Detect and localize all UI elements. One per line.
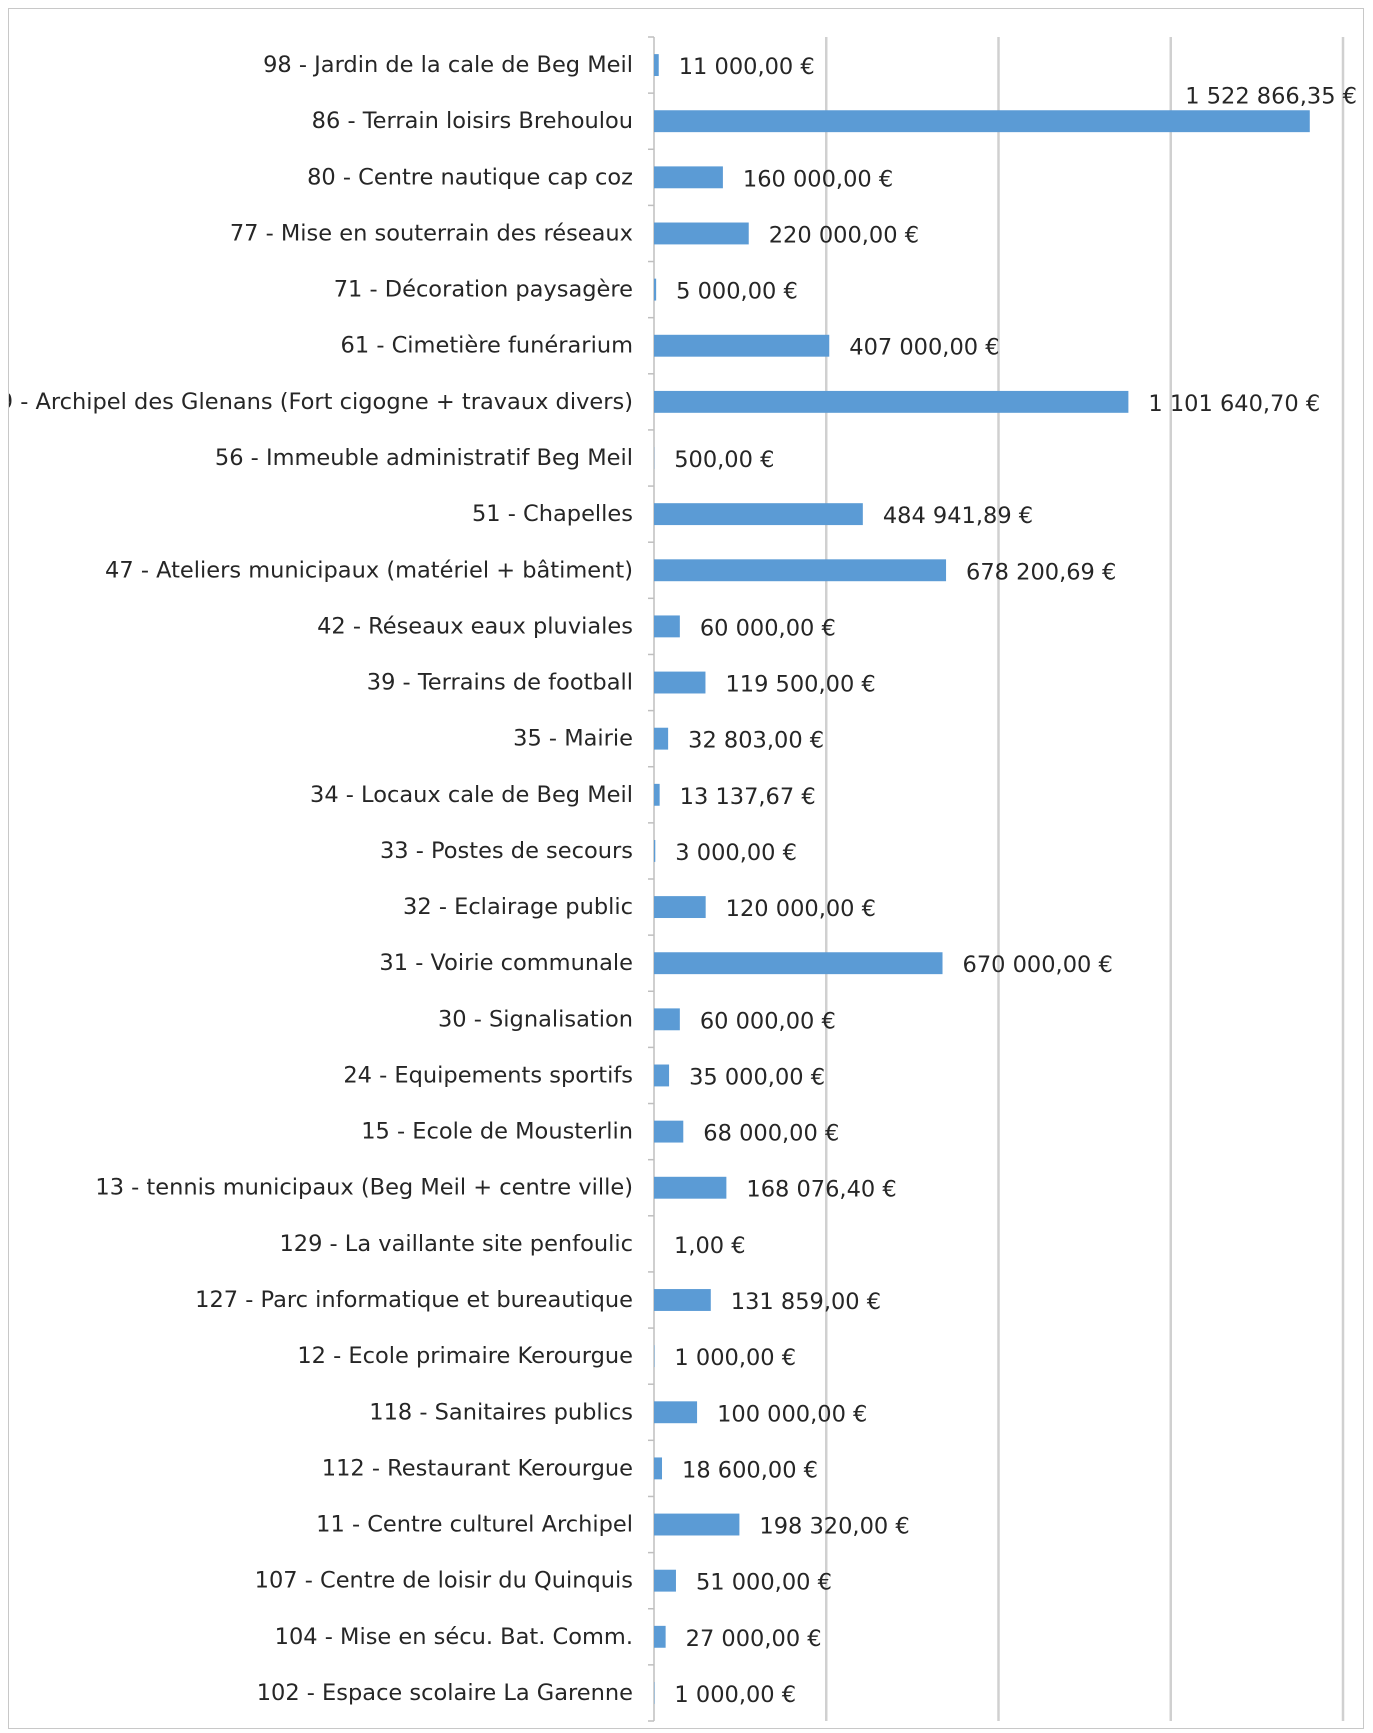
bar-chart: 98 - Jardin de la cale de Beg Meil 86 - T… — [9, 36, 1357, 1722]
category-label: 71 - Décoration paysagère — [334, 277, 633, 303]
data-label: 1 000,00 € — [674, 1682, 796, 1708]
data-label: 18 600,00 € — [682, 1457, 818, 1483]
data-label: 120 000,00 € — [726, 896, 876, 922]
data-label: 51 000,00 € — [696, 1570, 832, 1596]
data-label: 11 000,00 € — [679, 54, 815, 80]
category-label: 104 - Mise en sécu. Bat. Comm. — [275, 1624, 633, 1650]
bar — [654, 1457, 663, 1480]
bar — [654, 1176, 727, 1199]
bar — [654, 839, 656, 862]
bar — [654, 110, 1310, 133]
bar — [654, 1569, 676, 1592]
data-label: 13 137,67 € — [680, 784, 816, 810]
bars — [654, 54, 1310, 1704]
category-label: 102 - Espace scolaire La Garenne — [257, 1680, 633, 1706]
data-label: 100 000,00 € — [717, 1401, 867, 1427]
bar — [654, 1401, 698, 1424]
category-label: 80 - Centre nautique cap coz — [307, 164, 633, 190]
bar — [654, 783, 660, 806]
data-label: 220 000,00 € — [769, 222, 919, 248]
data-label: 3 000,00 € — [675, 840, 797, 866]
data-label: 484 941,89 € — [883, 503, 1033, 529]
category-label: 15 - Ecole de Mousterlin — [361, 1119, 633, 1145]
bar — [654, 54, 659, 77]
bar — [654, 1008, 680, 1031]
category-label: 47 - Ateliers municipaux (matériel + bât… — [105, 557, 633, 583]
data-label: 119 500,00 € — [725, 672, 875, 698]
bar — [654, 1120, 684, 1143]
data-label: 1,00 € — [674, 1233, 746, 1259]
gridlines — [825, 37, 1345, 1721]
data-label: 1 522 866,35 € — [1185, 83, 1357, 109]
bar — [654, 166, 723, 189]
data-label: 407 000,00 € — [849, 335, 999, 361]
bar — [654, 503, 863, 526]
category-label: 86 - Terrain loisirs Brehoulou — [312, 108, 633, 134]
category-label: 42 - Réseaux eaux pluviales — [317, 613, 633, 639]
data-label: 60 000,00 € — [700, 1008, 836, 1034]
category-label: 12 - Ecole primaire Kerourgue — [297, 1343, 633, 1369]
category-label: 31 - Voirie communale — [379, 950, 633, 976]
category-label: 33 - Postes de secours — [380, 838, 633, 864]
data-label: 160 000,00 € — [743, 166, 893, 192]
category-label: 98 - Jardin de la cale de Beg Meil — [263, 52, 633, 78]
category-labels: 98 - Jardin de la cale de Beg Meil 86 - T… — [9, 52, 633, 1706]
data-label: 68 000,00 € — [703, 1121, 839, 1147]
bar — [654, 334, 830, 357]
bar — [654, 222, 749, 245]
data-label: 32 803,00 € — [688, 728, 824, 754]
bar — [654, 278, 657, 301]
category-label: 32 - Eclairage public — [403, 894, 633, 920]
data-label: 678 200,69 € — [966, 559, 1116, 585]
category-label: 56 - Immeuble administratif Beg Meil — [215, 445, 633, 471]
bar — [654, 559, 947, 582]
category-label: 34 - Locaux cale de Beg Meil — [310, 782, 633, 808]
data-label: 27 000,00 € — [686, 1626, 822, 1652]
category-label: 77 - Mise en souterrain des réseaux — [230, 220, 633, 246]
category-label: 129 - La vaillante site penfoulic — [279, 1231, 633, 1257]
bar — [654, 1289, 711, 1311]
bar — [654, 952, 943, 975]
category-label: 39 - Terrains de football — [367, 670, 633, 696]
bar — [654, 1625, 666, 1648]
bar — [654, 390, 1129, 413]
category-label: 24 - Equipements sportifs — [343, 1062, 633, 1088]
bar — [654, 1513, 740, 1536]
bar — [654, 615, 680, 638]
category-axis — [648, 36, 655, 1722]
category-label: 59 - Archipel des Glenans (Fort cigogne … — [9, 389, 633, 415]
bar — [654, 896, 706, 919]
category-label: 61 - Cimetière funérarium — [341, 333, 633, 359]
bar — [654, 1064, 670, 1087]
data-label: 1 000,00 € — [674, 1345, 796, 1371]
data-label: 131 859,00 € — [731, 1289, 881, 1315]
data-label: 1 101 640,70 € — [1148, 391, 1320, 417]
category-label: 30 - Signalisation — [438, 1006, 633, 1032]
data-label: 670 000,00 € — [963, 952, 1113, 978]
bar — [654, 727, 669, 750]
category-label: 13 - tennis municipaux (Beg Meil + centr… — [95, 1175, 633, 1201]
chart-frame: 98 - Jardin de la cale de Beg Meil 86 - T… — [8, 8, 1364, 1729]
category-label: 118 - Sanitaires publics — [369, 1399, 633, 1425]
data-label: 198 320,00 € — [759, 1514, 909, 1540]
data-labels: 11 000,00 € 1 522 866,35 € 160 000,00 € 220… — [674, 54, 1357, 1708]
category-label: 112 - Restaurant Kerourgue — [322, 1455, 633, 1481]
category-label: 11 - Centre culturel Archipel — [316, 1512, 633, 1538]
bar — [654, 671, 706, 694]
data-label: 500,00 € — [674, 447, 774, 473]
category-label: 35 - Mairie — [513, 726, 633, 752]
category-label: 127 - Parc informatique et bureautique — [195, 1287, 633, 1313]
data-label: 5 000,00 € — [676, 279, 798, 305]
data-label: 35 000,00 € — [689, 1064, 825, 1090]
data-label: 168 076,40 € — [746, 1177, 896, 1203]
category-label: 51 - Chapelles — [472, 501, 633, 527]
category-label: 107 - Centre de loisir du Quinquis — [255, 1568, 633, 1594]
data-label: 60 000,00 € — [700, 615, 836, 641]
